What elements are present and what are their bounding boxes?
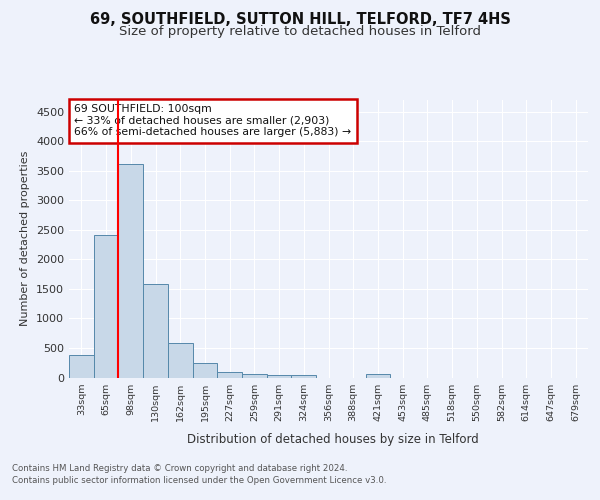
Bar [267, 375, 292, 378]
Text: 69 SOUTHFIELD: 100sqm
← 33% of detached houses are smaller (2,903)
66% of semi-d: 69 SOUTHFIELD: 100sqm ← 33% of detached … [74, 104, 352, 138]
Bar [118, 164, 143, 378]
Text: 69, SOUTHFIELD, SUTTON HILL, TELFORD, TF7 4HS: 69, SOUTHFIELD, SUTTON HILL, TELFORD, TF… [89, 12, 511, 28]
Bar [242, 374, 267, 378]
Bar [94, 234, 118, 378]
Text: Size of property relative to detached houses in Telford: Size of property relative to detached ho… [119, 25, 481, 38]
Text: Distribution of detached houses by size in Telford: Distribution of detached houses by size … [187, 432, 479, 446]
Y-axis label: Number of detached properties: Number of detached properties [20, 151, 31, 326]
Bar [292, 375, 316, 378]
Bar [193, 364, 217, 378]
Bar [168, 342, 193, 378]
Text: Contains public sector information licensed under the Open Government Licence v3: Contains public sector information licen… [12, 476, 386, 485]
Bar [143, 284, 168, 378]
Bar [217, 372, 242, 378]
Text: Contains HM Land Registry data © Crown copyright and database right 2024.: Contains HM Land Registry data © Crown c… [12, 464, 347, 473]
Bar [365, 374, 390, 378]
Bar [69, 355, 94, 378]
